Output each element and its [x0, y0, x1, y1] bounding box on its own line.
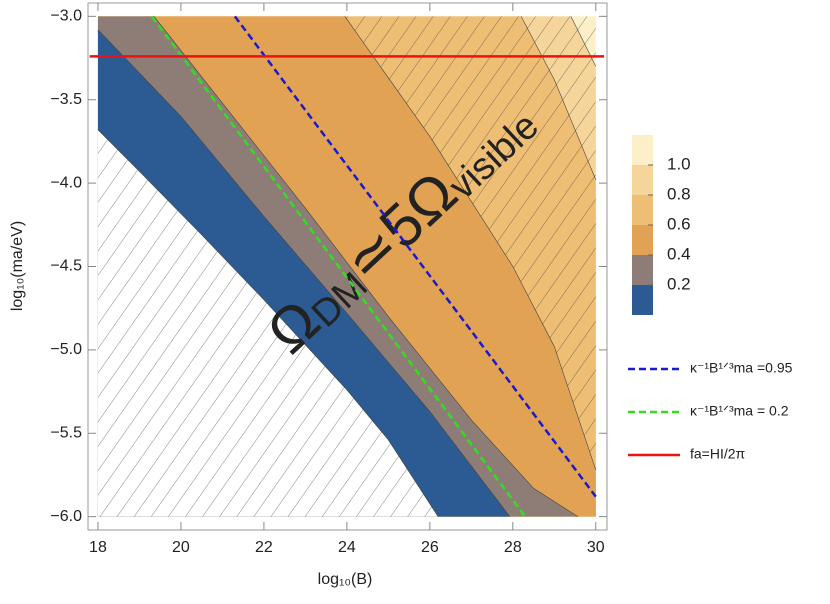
y-tick-label: −5.0 — [50, 341, 82, 358]
legend-label: κ⁻¹B¹ᐟ³ma = 0.2 — [690, 403, 789, 419]
contour-line — [520, 16, 597, 180]
contour-line — [153, 16, 579, 517]
colorbar-tick-label: 0.2 — [667, 274, 691, 293]
x-tick-label: 24 — [338, 539, 356, 556]
colorbar-tick-label: 0.8 — [667, 184, 691, 203]
colorbar-band — [632, 135, 653, 165]
colorbar-tick-label: 0.6 — [667, 214, 691, 233]
y-tick-label: −5.5 — [50, 424, 82, 441]
colorbar-tick-label: 1.0 — [667, 154, 691, 173]
contour-line — [97, 29, 511, 517]
colorbar-band — [632, 285, 653, 315]
colorbar-band — [632, 255, 653, 285]
x-tick-label: 20 — [172, 539, 190, 556]
y-tick-label: −4.5 — [50, 258, 82, 275]
series-line — [150, 15, 527, 518]
series-line — [233, 15, 597, 498]
y-axis-title: log₁₀(ma/eV) — [9, 221, 26, 311]
x-tick-label: 30 — [587, 539, 605, 556]
colorbar-band — [632, 225, 653, 255]
x-tick-label: 22 — [255, 539, 273, 556]
colorbar-band — [632, 195, 653, 225]
y-tick-label: −6.0 — [50, 508, 82, 525]
hatch-region — [344, 16, 596, 517]
legend-label: fa=HI/2π — [690, 446, 746, 462]
x-tick-label: 18 — [89, 539, 107, 556]
y-tick-label: −3.5 — [50, 91, 82, 108]
contour-line — [570, 16, 597, 67]
y-tick-label: −4.0 — [50, 174, 82, 191]
y-tick-label: −3.0 — [50, 8, 82, 25]
hatch-region — [97, 16, 439, 517]
x-tick-label: 26 — [421, 539, 439, 556]
colorbar-band — [632, 165, 653, 195]
x-axis-title: log₁₀(B) — [318, 571, 373, 588]
contour-line — [344, 16, 597, 471]
legend-label: κ⁻¹B¹ᐟ³ma =0.95 — [690, 360, 793, 376]
contour-line — [97, 129, 439, 517]
colorbar-tick-label: 0.4 — [667, 244, 691, 263]
plot-area: ΩDM≃5Ωvisible — [89, 15, 605, 518]
x-tick-label: 28 — [504, 539, 522, 556]
